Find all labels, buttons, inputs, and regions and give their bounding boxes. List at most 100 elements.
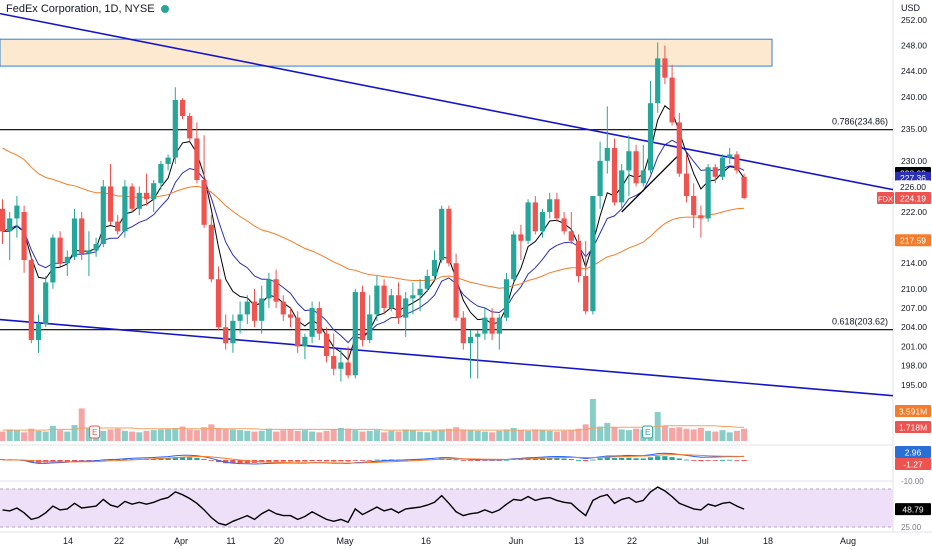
- candle-body: [410, 295, 416, 299]
- time-tick-label: 16: [421, 536, 431, 546]
- macd-histogram-bar: [223, 460, 229, 464]
- candle-body: [568, 231, 574, 241]
- rising-trendline: [621, 153, 680, 213]
- candle-body: [381, 285, 387, 309]
- candle-body: [431, 260, 438, 277]
- macd-histogram-bar: [158, 458, 164, 460]
- volume-bar: [582, 424, 589, 441]
- earnings-marker: [89, 425, 101, 439]
- price-tick-label: 210.00: [901, 284, 927, 294]
- candle-body: [187, 116, 193, 139]
- macd-histogram-bar: [741, 460, 747, 461]
- candle-body: [14, 205, 20, 219]
- macd-histogram-bar: [727, 459, 733, 461]
- volume-bar: [179, 426, 186, 441]
- macd-histogram-bar: [633, 458, 639, 460]
- volume-bar: [683, 428, 690, 441]
- candle-body: [158, 164, 164, 184]
- macd-histogram-bar: [453, 459, 459, 461]
- volume-bar: [741, 428, 748, 441]
- candle-body: [273, 279, 279, 302]
- volume-bar: [460, 429, 467, 441]
- candle-body: [503, 279, 510, 318]
- price-tag-label: 224.19: [900, 194, 926, 204]
- candle-body: [561, 218, 567, 232]
- symbol-badge: [877, 192, 894, 205]
- market-status-icon: [160, 5, 169, 14]
- rsi-tick-label: 25.00: [901, 523, 922, 532]
- time-tick-label: Jul: [697, 536, 709, 546]
- fib-level-label: 0.786(234.86): [832, 117, 888, 127]
- candle-body: [21, 212, 27, 261]
- symbol-title[interactable]: FedEx Corporation, 1D, NYSE: [6, 3, 155, 15]
- candle-body: [79, 218, 85, 254]
- volume-bar: [21, 432, 28, 441]
- volume-bar: [143, 430, 150, 441]
- candle-body: [374, 285, 380, 315]
- macd-histogram-bar: [561, 458, 567, 460]
- volume-bar: [237, 430, 244, 441]
- candle-body: [496, 317, 502, 334]
- volume-bar: [366, 430, 373, 441]
- candle-body: [511, 234, 517, 280]
- volume-bar: [532, 429, 539, 441]
- macd-histogram-bar: [57, 460, 63, 462]
- macd-histogram-bar: [280, 460, 286, 462]
- volume-bar: [467, 430, 474, 441]
- volume-bar: [445, 428, 452, 441]
- candle-body: [640, 170, 646, 184]
- candle-body: [734, 154, 740, 171]
- earnings-marker: [642, 425, 654, 439]
- volume-bar: [546, 430, 553, 441]
- volume-ma-line: [2, 425, 745, 431]
- candle-body: [64, 256, 70, 264]
- price-tick-label: 240.00: [901, 92, 927, 102]
- volume-bar: [201, 427, 208, 441]
- volume-bar: [323, 430, 330, 441]
- macd-histogram-bar: [719, 460, 726, 461]
- candle-body: [302, 336, 308, 347]
- candle-body: [539, 212, 546, 232]
- volume-bar: [625, 430, 632, 441]
- trendline: [0, 318, 894, 397]
- price-tick-label: 235.00: [901, 124, 927, 134]
- candle-body: [50, 237, 56, 283]
- candle-body: [179, 100, 186, 117]
- volume-bar: [100, 430, 107, 441]
- candle-body: [57, 237, 63, 264]
- volume-bar: [294, 430, 301, 441]
- price-tick-label: 230.00: [901, 156, 927, 166]
- macd-tag-label: 2.96: [905, 448, 922, 458]
- macd-histogram-bar: [662, 456, 668, 460]
- volume-bar: [330, 429, 337, 441]
- candle-body: [489, 317, 495, 334]
- volume-bar: [733, 430, 740, 441]
- price-tick-label: 222.00: [901, 207, 927, 217]
- candle-body: [741, 176, 747, 199]
- volume-bar: [438, 429, 445, 441]
- macd-histogram-bar: [489, 460, 495, 461]
- time-tick-label: 14: [63, 536, 73, 546]
- volume-bar: [265, 428, 272, 441]
- volume-bar: [287, 429, 294, 441]
- volume-bar: [575, 428, 582, 441]
- candle-body: [575, 240, 582, 277]
- macd-tick-label: -10.00: [901, 477, 924, 486]
- volume-bar: [121, 430, 128, 441]
- rsi-line: [2, 486, 745, 526]
- candle-body: [647, 103, 654, 171]
- time-tick-label: Apr: [174, 536, 188, 546]
- volume-bar: [172, 427, 179, 441]
- candle-body: [223, 327, 229, 344]
- price-tick-label: 201.00: [901, 341, 927, 351]
- volume-bar: [402, 429, 409, 441]
- rsi-tag: [895, 503, 931, 516]
- volume-bar: [381, 432, 388, 441]
- volume-bar: [474, 430, 481, 441]
- macd-histogram-bar: [266, 460, 272, 462]
- rsi-tag-label: 48.79: [902, 505, 924, 515]
- candle-body: [309, 308, 315, 337]
- time-tick-label: Jun: [509, 536, 524, 546]
- macd-histogram-bar: [626, 457, 632, 460]
- macd-histogram-bar: [179, 457, 186, 460]
